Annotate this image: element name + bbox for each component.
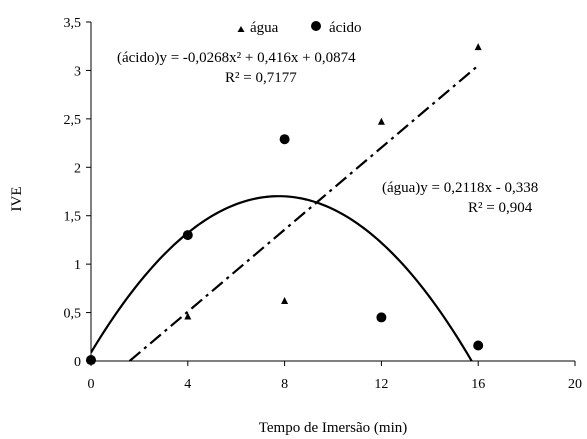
y-tick-label: 1 [74,258,81,273]
agua-equation: (água)y = 0,2118x - 0,338 [382,180,538,196]
agua-r2: R² = 0,904 [468,200,533,216]
acido-data-point [279,134,290,145]
x-tick-label: 16 [471,377,485,392]
data-points [86,43,484,366]
y-tick-label: 3 [74,64,81,79]
acido-data-point [86,355,96,366]
x-tick-label: 12 [374,377,388,392]
x-tick-label: 0 [88,377,95,392]
y-tick-label: 2,5 [64,113,82,128]
legend-triangle-marker [237,26,245,32]
legend: água ácido [237,20,361,36]
acido-data-point [182,230,193,241]
x-tick-label: 8 [281,377,288,392]
acido-data-point [376,312,387,323]
agua-trend-line [128,64,479,361]
y-tick-label: 3,5 [64,16,82,31]
y-tick-label: 0 [74,355,81,370]
legend-label-acido: ácido [329,20,361,36]
legend-label-agua: água [250,20,279,36]
agua-data-point [377,117,385,125]
legend-circle-marker [311,21,321,31]
agua-data-point [184,312,192,320]
y-axis-title: IVE [9,187,25,212]
x-tick-label: 4 [184,377,191,392]
trend-lines [91,64,479,361]
x-axis-title: Tempo de Imersão (min) [259,420,407,436]
y-tick-label: 0,5 [64,307,82,322]
acido-r2: R² = 0,7177 [225,70,297,86]
y-tick-label: 1,5 [64,210,82,225]
y-tick-label: 2 [74,161,81,176]
acido-data-point [473,340,484,351]
acido-equation: (ácido)y = -0,0268x² + 0,416x + 0,0874 [117,50,356,66]
acido-trend-curve [91,195,473,361]
agua-data-point [281,296,289,304]
axes: 0 0,5 1 1,5 2 2,5 3 3,5 0 4 8 12 16 20 [64,16,583,392]
x-tick-label: 20 [568,377,582,392]
agua-data-point [474,43,482,51]
